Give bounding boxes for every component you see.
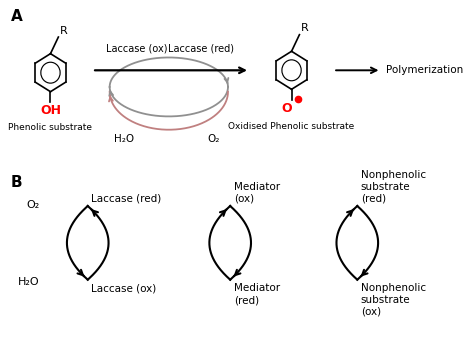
Text: Phenolic substrate: Phenolic substrate [9,123,92,132]
Text: Mediator
(ox): Mediator (ox) [234,182,280,203]
Text: Nonphenolic
substrate
(ox): Nonphenolic substrate (ox) [361,284,426,317]
Text: Laccase (red): Laccase (red) [168,44,234,54]
Text: B: B [11,175,23,190]
Text: O₂: O₂ [207,134,219,143]
Text: Nonphenolic
substrate
(red): Nonphenolic substrate (red) [361,170,426,203]
Text: OH: OH [40,104,61,117]
Text: R: R [60,25,68,36]
Text: Laccase (ox): Laccase (ox) [91,284,156,293]
Text: H₂O: H₂O [18,277,39,287]
Text: O: O [281,102,292,115]
Text: Mediator
(red): Mediator (red) [234,284,280,305]
Text: O₂: O₂ [26,200,39,210]
Text: H₂O: H₂O [114,134,135,143]
Text: Laccase (ox): Laccase (ox) [106,44,167,54]
Text: A: A [11,8,23,24]
Text: Laccase (red): Laccase (red) [91,194,162,203]
Text: Polymerization: Polymerization [386,65,463,75]
Text: R: R [301,23,309,33]
Text: Oxidised Phenolic substrate: Oxidised Phenolic substrate [228,122,355,131]
